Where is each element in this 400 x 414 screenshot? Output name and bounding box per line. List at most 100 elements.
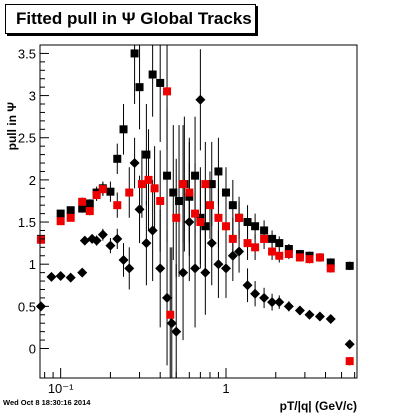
- data-point-square: [268, 247, 277, 256]
- data-point-diamond: [97, 229, 108, 240]
- data-point-diamond: [65, 272, 76, 283]
- data-point-diamond: [105, 240, 116, 251]
- data-point-square: [205, 201, 214, 210]
- y-tick-label: 3: [29, 89, 36, 104]
- data-point-square: [135, 83, 144, 92]
- data-point-square: [98, 185, 107, 194]
- data-point-square: [284, 245, 293, 254]
- chart-title: Fitted pull in Ψ Global Tracks: [5, 4, 256, 34]
- data-point-square: [243, 239, 252, 248]
- data-point-diamond: [206, 238, 217, 249]
- data-point-square: [78, 197, 87, 206]
- data-point-square: [125, 188, 134, 197]
- data-point-diamond: [227, 250, 238, 261]
- data-point-diamond: [118, 254, 129, 265]
- data-point-diamond: [220, 263, 231, 274]
- data-point-diamond: [274, 297, 285, 308]
- data-point-diamond: [77, 267, 88, 278]
- data-point-square: [326, 258, 335, 267]
- data-point-diamond: [171, 326, 182, 337]
- data-point-square: [172, 213, 181, 222]
- data-point-square: [196, 213, 205, 222]
- data-point-square: [130, 49, 139, 58]
- data-point-diamond: [250, 288, 261, 299]
- data-point-square: [150, 184, 159, 193]
- data-point-square: [85, 199, 94, 208]
- data-point-square: [56, 209, 65, 218]
- data-point-diamond: [283, 301, 294, 312]
- plot-frame: [39, 44, 358, 379]
- data-point-square: [315, 253, 324, 262]
- data-point-diamond: [55, 270, 66, 281]
- data-point-diamond: [267, 297, 278, 308]
- data-point-square: [275, 251, 284, 260]
- data-point-diamond: [294, 305, 305, 316]
- data-point-diamond: [147, 225, 158, 236]
- data-point-square: [221, 222, 230, 231]
- x-tick-label: 10⁻¹: [48, 381, 74, 396]
- data-point-square: [260, 226, 269, 235]
- data-point-square: [228, 201, 237, 210]
- data-point-square: [243, 218, 252, 227]
- data-point-diamond: [344, 339, 355, 350]
- data-point-square: [144, 175, 153, 184]
- data-point-square: [214, 213, 223, 222]
- data-point-square: [179, 180, 188, 189]
- data-point-diamond: [304, 309, 315, 320]
- y-tick-label: 1.5: [18, 215, 36, 230]
- data-point-diamond: [112, 233, 123, 244]
- data-point-diamond: [91, 235, 102, 246]
- data-point-square: [284, 250, 293, 259]
- data-point-square: [295, 253, 304, 262]
- y-tick-label: 2: [29, 173, 36, 188]
- data-point-square: [166, 310, 175, 319]
- data-point-square: [78, 204, 87, 213]
- data-point-square: [191, 209, 200, 218]
- data-point-diamond: [141, 238, 152, 249]
- data-point-square: [221, 188, 230, 197]
- y-tick-label: 0.5: [18, 299, 36, 314]
- data-point-diamond: [190, 263, 201, 274]
- data-point-diamond: [242, 280, 253, 291]
- data-point-square: [191, 171, 200, 180]
- data-point-diamond: [184, 217, 195, 228]
- y-tick-label: 3.5: [18, 46, 36, 61]
- data-point-diamond: [162, 292, 173, 303]
- data-point-square: [260, 234, 269, 243]
- data-point-square: [156, 196, 165, 205]
- data-point-square: [201, 222, 210, 231]
- data-point-square: [156, 78, 165, 87]
- data-point-diamond: [134, 204, 145, 215]
- y-tick-label: 2.5: [18, 131, 36, 146]
- data-point-square: [85, 207, 94, 216]
- data-point-diamond: [234, 246, 245, 257]
- y-tick-label: 1: [29, 257, 36, 272]
- data-point-square: [163, 171, 172, 180]
- data-point-diamond: [129, 158, 140, 169]
- data-point-square: [345, 261, 354, 270]
- data-point-square: [235, 213, 244, 222]
- data-point-diamond: [200, 267, 211, 278]
- data-point-diamond: [325, 313, 336, 324]
- chart-title-text: Fitted pull in Ψ Global Tracks: [16, 9, 252, 28]
- data-point-square: [214, 167, 223, 176]
- data-point-square: [148, 70, 157, 79]
- data-point-square: [268, 234, 277, 243]
- data-point-square: [275, 239, 284, 248]
- x-axis-label: pT/|q| (GeV/c): [280, 399, 357, 413]
- data-point-diamond: [314, 311, 325, 322]
- data-point-diamond: [195, 94, 206, 105]
- data-point-square: [142, 150, 151, 159]
- data-point-square: [66, 206, 75, 215]
- data-point-square: [185, 192, 194, 201]
- data-point-square: [119, 125, 128, 134]
- data-point-square: [251, 243, 260, 252]
- data-point-square: [113, 154, 122, 163]
- data-point-square: [185, 188, 194, 197]
- y-tick-label: 0: [29, 341, 36, 356]
- data-point-diamond: [46, 271, 57, 282]
- y-axis-label: pull in Ψ: [5, 102, 19, 151]
- data-point-square: [228, 234, 237, 243]
- timestamp: Wed Oct 8 18:30:16 2014: [3, 398, 91, 407]
- data-point-square: [163, 87, 172, 96]
